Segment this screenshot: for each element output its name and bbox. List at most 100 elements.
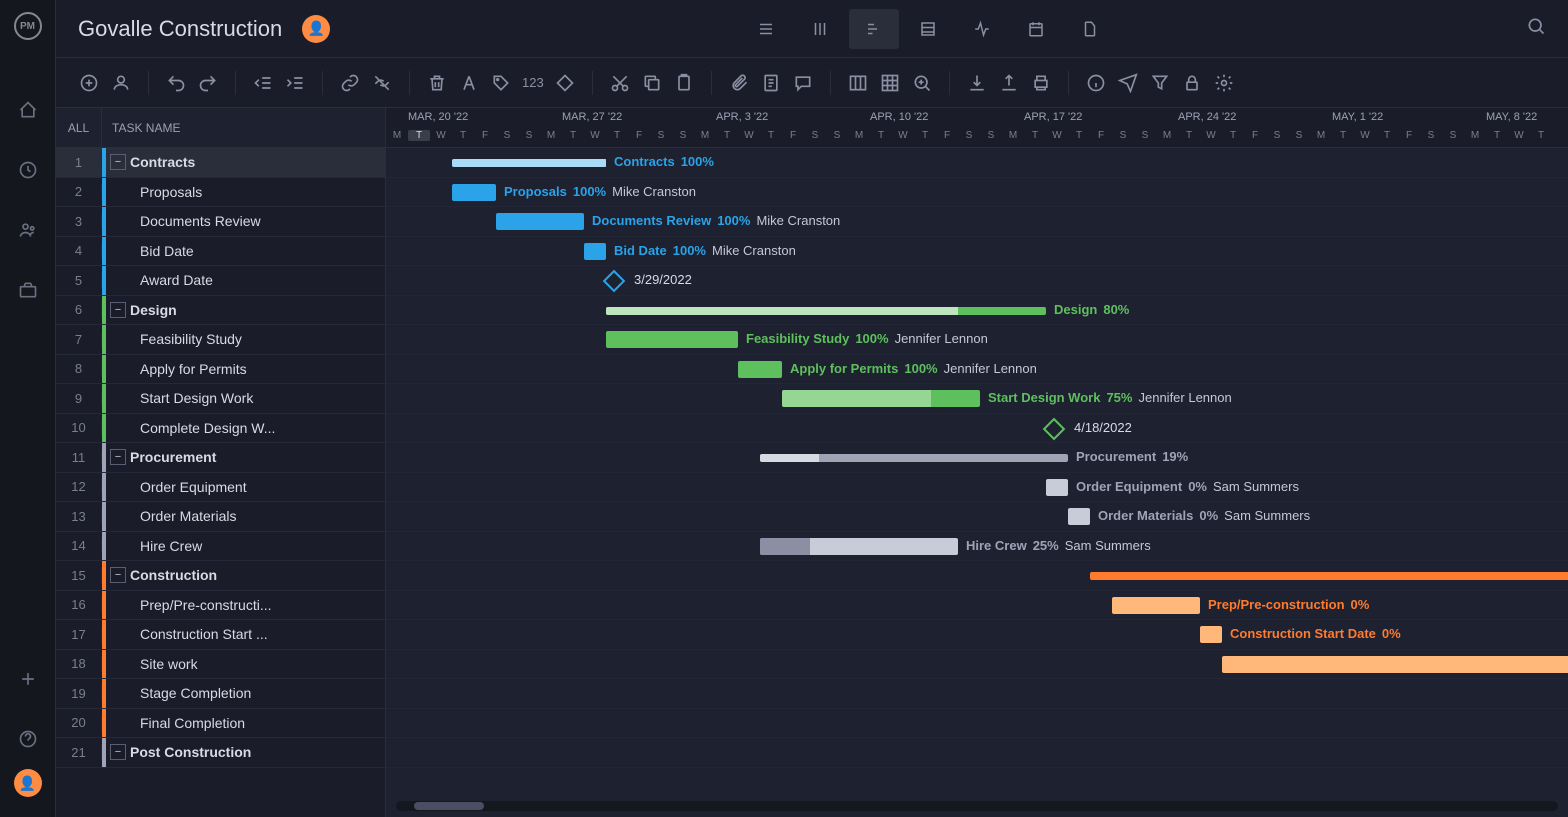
people-icon[interactable]: [16, 218, 40, 242]
import-icon[interactable]: [962, 68, 992, 98]
task-row[interactable]: 17Construction Start ...: [56, 620, 385, 650]
paste-icon[interactable]: [669, 68, 699, 98]
gantt-bar[interactable]: [606, 331, 738, 348]
delete-icon[interactable]: [422, 68, 452, 98]
attachment-icon[interactable]: [724, 68, 754, 98]
diamond-icon[interactable]: [550, 68, 580, 98]
collapse-toggle[interactable]: −: [110, 302, 126, 318]
task-row[interactable]: 11−Procurement: [56, 443, 385, 473]
task-row[interactable]: 6−Design: [56, 296, 385, 326]
text-icon[interactable]: [454, 68, 484, 98]
project-avatar[interactable]: 👤: [302, 15, 330, 43]
row-number: 2: [56, 184, 102, 199]
sheet-view-icon[interactable]: [903, 9, 953, 49]
gantt-bar[interactable]: [452, 159, 606, 167]
grid-icon[interactable]: [875, 68, 905, 98]
file-view-icon[interactable]: [1065, 9, 1115, 49]
collapse-toggle[interactable]: −: [110, 449, 126, 465]
day-label: T: [870, 130, 892, 141]
gantt-bar[interactable]: [738, 361, 782, 378]
redo-icon[interactable]: [193, 68, 223, 98]
task-row[interactable]: 14Hire Crew: [56, 532, 385, 562]
milestone-icon[interactable]: [1043, 417, 1066, 440]
gantt-bar[interactable]: [584, 243, 606, 260]
task-row[interactable]: 12Order Equipment: [56, 473, 385, 503]
user-avatar[interactable]: 👤: [14, 769, 42, 797]
gantt-bar[interactable]: [760, 454, 1068, 462]
task-row[interactable]: 3Documents Review: [56, 207, 385, 237]
assign-icon[interactable]: [106, 68, 136, 98]
note-icon[interactable]: [756, 68, 786, 98]
task-row[interactable]: 15−Construction: [56, 561, 385, 591]
print-icon[interactable]: [1026, 68, 1056, 98]
gantt-view-icon[interactable]: [849, 9, 899, 49]
lock-icon[interactable]: [1177, 68, 1207, 98]
task-row[interactable]: 1−Contracts: [56, 148, 385, 178]
milestone-icon[interactable]: [603, 270, 626, 293]
gantt-bar[interactable]: [606, 307, 1046, 315]
col-header-name[interactable]: TASK NAME: [102, 108, 385, 147]
toolbar: 123: [56, 58, 1568, 108]
unlink-icon[interactable]: [367, 68, 397, 98]
task-row[interactable]: 21−Post Construction: [56, 738, 385, 768]
task-row[interactable]: 20Final Completion: [56, 709, 385, 739]
task-row[interactable]: 13Order Materials: [56, 502, 385, 532]
activity-view-icon[interactable]: [957, 9, 1007, 49]
gantt-bar[interactable]: [496, 213, 584, 230]
task-row[interactable]: 19Stage Completion: [56, 679, 385, 709]
undo-icon[interactable]: [161, 68, 191, 98]
columns-icon[interactable]: [843, 68, 873, 98]
task-row[interactable]: 18Site work: [56, 650, 385, 680]
outdent-icon[interactable]: [248, 68, 278, 98]
task-row[interactable]: 2Proposals: [56, 178, 385, 208]
app-logo[interactable]: PM: [14, 12, 42, 40]
task-row[interactable]: 5Award Date: [56, 266, 385, 296]
gantt-bar[interactable]: [1222, 656, 1568, 673]
add-icon[interactable]: [16, 667, 40, 691]
indent-icon[interactable]: [280, 68, 310, 98]
briefcase-icon[interactable]: [16, 278, 40, 302]
send-icon[interactable]: [1113, 68, 1143, 98]
link-icon[interactable]: [335, 68, 365, 98]
col-header-all[interactable]: ALL: [56, 108, 102, 147]
board-view-icon[interactable]: [795, 9, 845, 49]
help-icon[interactable]: [16, 727, 40, 751]
info-icon[interactable]: [1081, 68, 1111, 98]
gantt-bar[interactable]: [1112, 597, 1200, 614]
collapse-toggle[interactable]: −: [110, 567, 126, 583]
add-task-icon[interactable]: [74, 68, 104, 98]
task-row[interactable]: 9Start Design Work: [56, 384, 385, 414]
task-row[interactable]: 8Apply for Permits: [56, 355, 385, 385]
month-label: APR, 3 '22: [716, 111, 768, 123]
list-view-icon[interactable]: [741, 9, 791, 49]
gantt-bar[interactable]: [1068, 508, 1090, 525]
gantt-bar[interactable]: [1046, 479, 1068, 496]
cut-icon[interactable]: [605, 68, 635, 98]
day-label: M: [1464, 130, 1486, 141]
collapse-toggle[interactable]: −: [110, 154, 126, 170]
task-row[interactable]: 10Complete Design W...: [56, 414, 385, 444]
comment-icon[interactable]: [788, 68, 818, 98]
export-icon[interactable]: [994, 68, 1024, 98]
collapse-toggle[interactable]: −: [110, 744, 126, 760]
gantt-bar[interactable]: [1090, 572, 1568, 580]
settings-icon[interactable]: [1209, 68, 1239, 98]
home-icon[interactable]: [16, 98, 40, 122]
gantt-bar[interactable]: [760, 538, 958, 555]
copy-icon[interactable]: [637, 68, 667, 98]
row-number: 10: [56, 420, 102, 435]
task-row[interactable]: 16Prep/Pre-constructi...: [56, 591, 385, 621]
tag-icon[interactable]: [486, 68, 516, 98]
task-row[interactable]: 4Bid Date: [56, 237, 385, 267]
task-row[interactable]: 7Feasibility Study: [56, 325, 385, 355]
horizontal-scrollbar[interactable]: [396, 801, 1558, 811]
zoom-icon[interactable]: [907, 68, 937, 98]
search-icon[interactable]: [1526, 16, 1546, 41]
gantt-row: Hire Crew25%Sam Summers: [386, 532, 1568, 562]
filter-icon[interactable]: [1145, 68, 1175, 98]
gantt-bar[interactable]: [452, 184, 496, 201]
gantt-bar[interactable]: [1200, 626, 1222, 643]
gantt-bar[interactable]: [782, 390, 980, 407]
clock-icon[interactable]: [16, 158, 40, 182]
calendar-view-icon[interactable]: [1011, 9, 1061, 49]
